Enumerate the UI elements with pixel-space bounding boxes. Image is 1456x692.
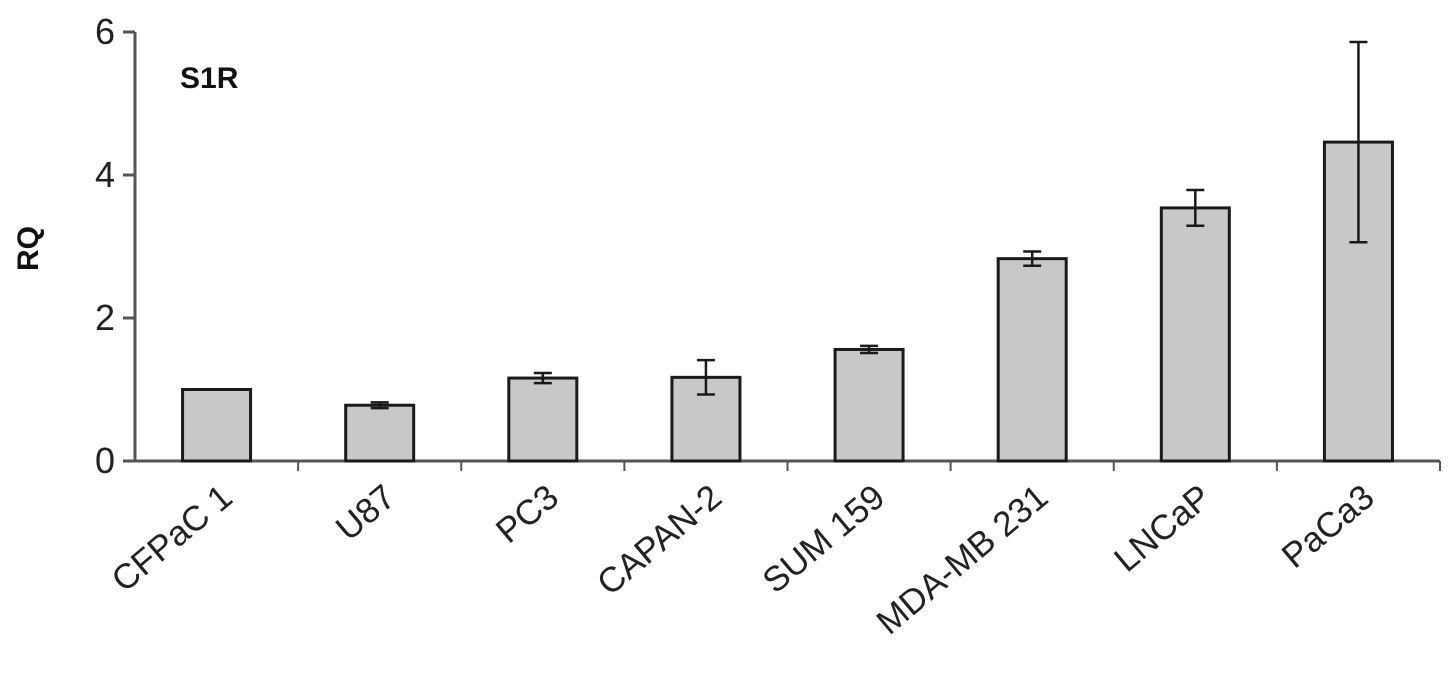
y-axis-title: RQ: [12, 226, 45, 271]
bar: [670, 375, 742, 463]
category-label: LNCaP: [1107, 477, 1219, 579]
category-label: U87: [329, 477, 403, 548]
category-label: PaCa3: [1275, 477, 1382, 576]
chart-annotation: S1R: [180, 62, 239, 95]
bar: [181, 388, 253, 463]
category-label: CFPaC 1: [104, 477, 239, 599]
error-bars: [370, 40, 1368, 410]
y-axis: 0 2 4 6: [95, 11, 137, 481]
category-label: PC3: [489, 477, 566, 551]
bar: [996, 257, 1068, 463]
y-tick-label: 6: [95, 11, 115, 52]
y-tick-label: 4: [95, 154, 115, 195]
category-label: MDA-MB 231: [869, 477, 1055, 642]
y-tick-label: 0: [95, 440, 115, 481]
x-axis: [135, 459, 1441, 471]
y-tick-label: 2: [95, 297, 115, 338]
bar: [344, 403, 416, 463]
category-label: CAPAN-2: [590, 477, 729, 603]
bar: [833, 347, 905, 463]
bar: [507, 376, 579, 463]
bars: [181, 140, 1394, 463]
category-label: SUM 159: [755, 477, 892, 601]
bar: [1159, 206, 1231, 463]
